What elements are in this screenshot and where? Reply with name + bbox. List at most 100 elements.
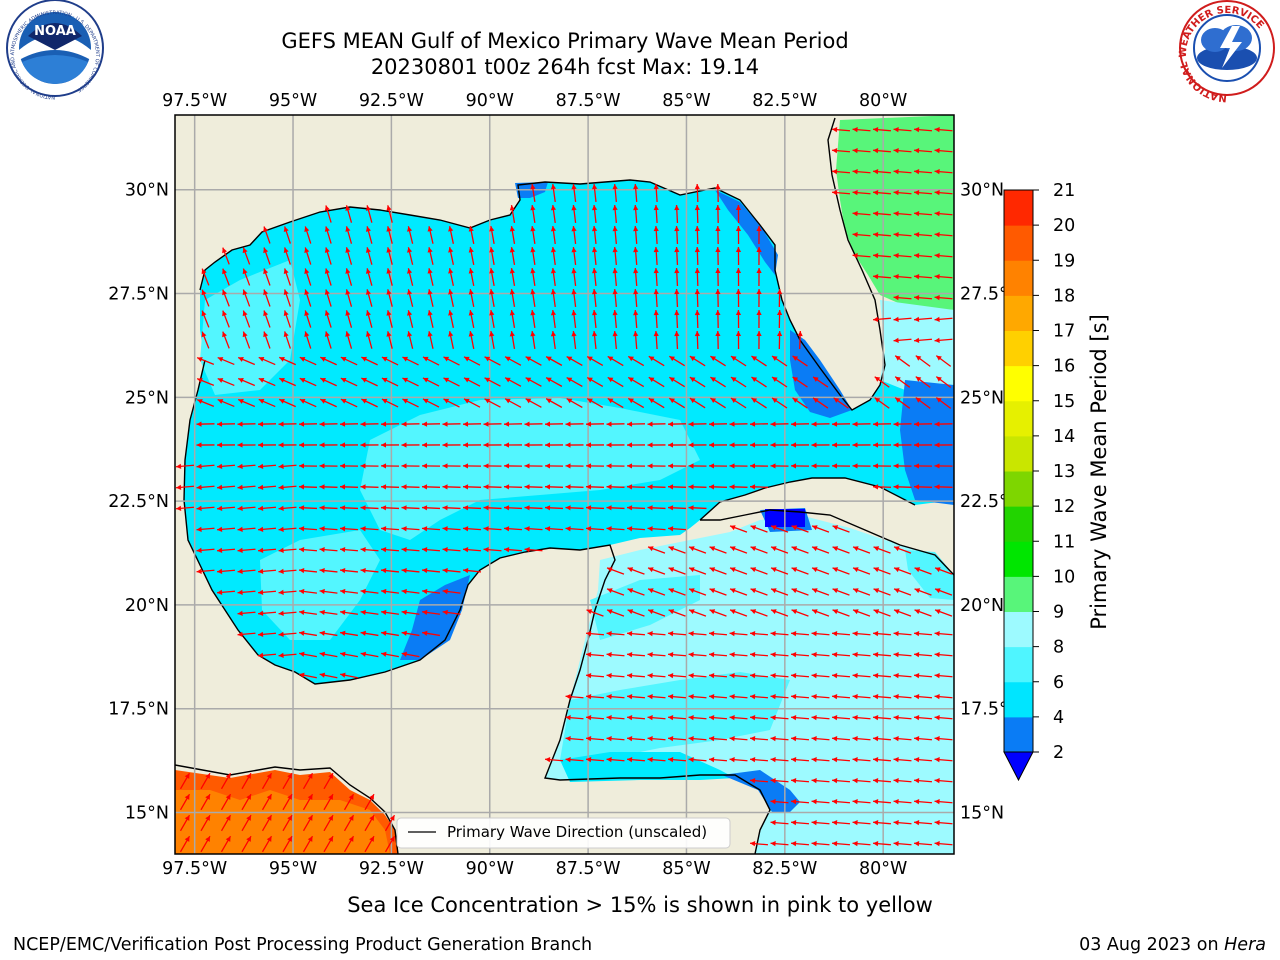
wave-arrow: [442, 442, 461, 448]
wave-arrow: [913, 757, 933, 763]
wave-arrow: [530, 205, 536, 223]
wave-arrow: [200, 835, 211, 853]
wave-arrow: [811, 442, 830, 448]
wave-arrow: [914, 567, 932, 575]
wave-arrow: [448, 289, 454, 307]
wave-arrow: [729, 567, 748, 575]
lon-label-top: 87.5°W: [556, 91, 621, 111]
wave-arrow: [791, 609, 809, 617]
wave-arrow: [771, 355, 788, 367]
wave-arrow: [261, 835, 273, 853]
wave-arrow: [729, 694, 748, 700]
wave-arrow: [689, 355, 706, 367]
wave-arrow: [402, 356, 419, 366]
wave-arrow: [591, 267, 598, 287]
wave-arrow: [586, 355, 604, 367]
campeche-low-period: [400, 575, 470, 660]
wave-arrow: [852, 757, 871, 763]
wave-arrow: [509, 310, 516, 328]
wave-arrow: [831, 442, 851, 448]
wave-arrow: [216, 484, 236, 490]
colorbar-segment: [1004, 611, 1033, 648]
wave-arrow: [790, 841, 810, 847]
wave-arrow: [790, 778, 810, 784]
wave-arrow: [894, 376, 911, 388]
wave-arrow: [852, 715, 871, 721]
colorbar-tick-label: 15: [1053, 392, 1075, 412]
wave-arrow: [283, 310, 291, 328]
wave-arrow: [647, 567, 666, 575]
wave-arrow: [365, 226, 373, 244]
wave-arrow: [530, 331, 536, 349]
wave-arrow: [381, 630, 399, 637]
lon-label-top: 82.5°W: [752, 91, 817, 111]
wave-arrow: [832, 609, 850, 617]
wave-arrow: [913, 694, 933, 700]
wave-arrow: [750, 567, 768, 575]
wave-arrow: [196, 505, 215, 511]
wave-arrow: [688, 673, 707, 679]
wave-arrow: [365, 331, 373, 349]
wave-arrow: [278, 589, 297, 595]
wave-arrow: [489, 310, 495, 328]
colorbar-tick-label: 9: [1053, 603, 1064, 623]
colorbar-label: Primary Wave Mean Period [s]: [1087, 314, 1111, 630]
wave-arrow: [708, 694, 728, 700]
wave-arrow: [913, 442, 933, 448]
wave-arrow: [360, 421, 379, 427]
wave-arrow: [653, 225, 659, 245]
wave-arrow: [550, 204, 557, 224]
wave-arrow: [708, 421, 728, 427]
wave-arrow: [668, 546, 686, 554]
colorbar-tick-label: 20: [1053, 216, 1075, 236]
wave-arrow: [585, 484, 605, 490]
wave-arrow: [709, 546, 727, 554]
wave-arrow: [811, 841, 830, 847]
lat-label-left: 25°N: [125, 388, 169, 408]
wave-arrow: [196, 526, 215, 532]
wave-arrow: [811, 694, 830, 700]
wave-arrow: [893, 148, 912, 154]
wave-arrow: [278, 568, 297, 574]
wave-arrow: [852, 820, 871, 826]
wave-arrow: [627, 609, 645, 617]
wave-arrow: [913, 841, 933, 847]
wave-arrow: [524, 505, 543, 511]
wave-arrow: [688, 694, 707, 700]
wave-arrow: [606, 421, 625, 427]
wave-arrow: [735, 288, 742, 308]
wave-arrow: [571, 225, 577, 245]
wave-arrow: [324, 226, 332, 244]
wave-arrow: [525, 356, 542, 366]
wave-arrow: [386, 268, 393, 286]
wave-arrow: [647, 609, 666, 617]
wave-arrow: [319, 567, 338, 574]
wave-arrow: [566, 356, 583, 366]
wave-arrow: [237, 505, 256, 511]
wave-arrow: [626, 715, 646, 721]
wave-arrow: [612, 267, 618, 287]
wave-arrow: [872, 232, 892, 238]
wave-arrow: [935, 397, 952, 409]
colorbar-segment: [1004, 295, 1033, 331]
wave-arrow: [401, 526, 420, 532]
lat-label-right: 30°N: [960, 181, 1004, 201]
wave-arrow: [241, 814, 252, 832]
wave-arrow: [468, 226, 475, 244]
wave-arrow: [443, 398, 460, 408]
wave-arrow: [688, 442, 707, 448]
wave-arrow: [606, 736, 625, 742]
wave-arrow: [298, 526, 318, 532]
wave-arrow: [524, 547, 543, 553]
wave-arrow: [468, 247, 475, 265]
wave-arrow: [751, 355, 767, 367]
wave-arrow: [606, 526, 625, 532]
wave-arrow: [831, 736, 851, 742]
wave-arrow: [872, 253, 892, 259]
wave-arrow: [893, 169, 912, 175]
wave-arrow: [934, 190, 953, 196]
wave-arrow: [483, 421, 502, 427]
wave-arrow: [360, 567, 379, 574]
wave-arrow: [606, 652, 625, 658]
wave-arrow: [258, 398, 276, 408]
